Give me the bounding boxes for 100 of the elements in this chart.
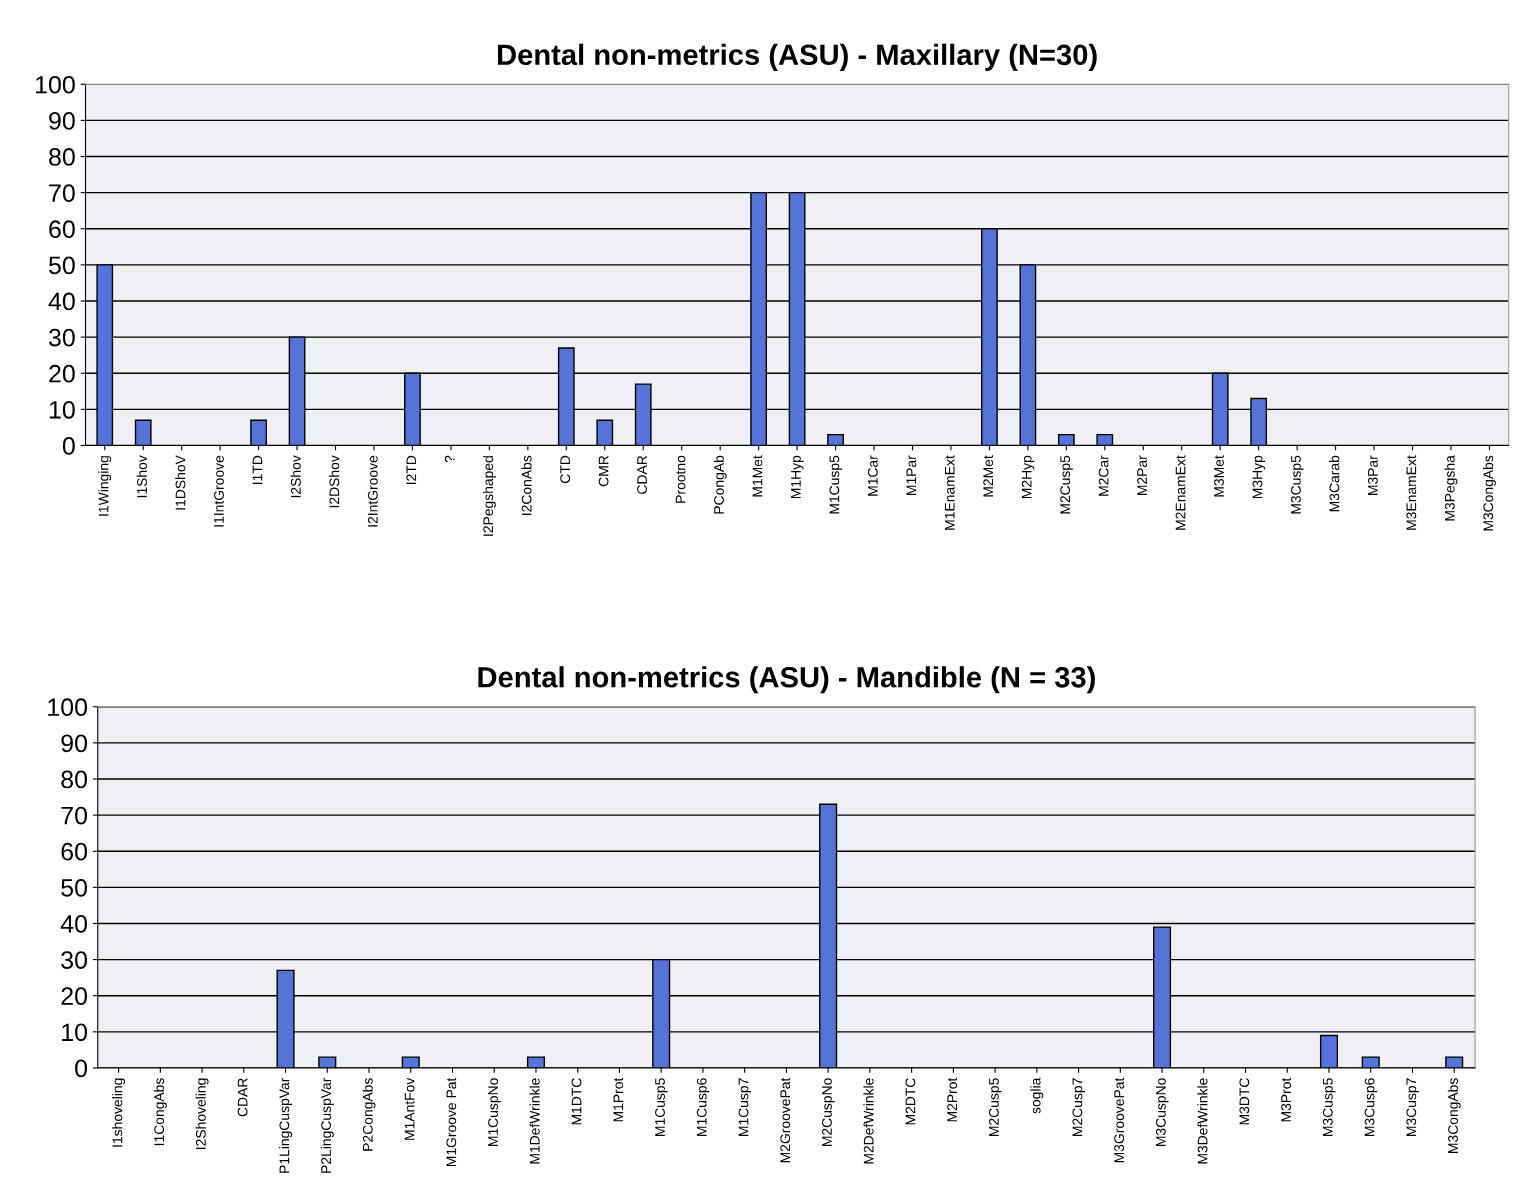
y-tick-label: 70	[49, 184, 75, 202]
x-tick-label: M3CuspNo	[1155, 1078, 1169, 1146]
x-tick-label: M3Hyp	[1252, 455, 1266, 499]
x-tick-label: M2EnamExt	[1175, 455, 1186, 530]
y-tick-label: 80	[49, 148, 75, 166]
x-tick-label: M1Met	[752, 455, 763, 497]
x-tick-label: M1Hyp	[791, 455, 804, 499]
x-tick-label: M1Cusp6	[696, 1078, 710, 1136]
y-tick-label: 10	[49, 400, 75, 419]
x-tick-label: M2DTC	[905, 1078, 916, 1125]
x-tick-label: I1DShoV	[175, 455, 186, 510]
y-tick-label: 30	[48, 328, 75, 347]
x-tick-label: M1Prot	[613, 1077, 624, 1122]
bar	[134, 419, 152, 446]
x-tick-label: M2DefWrinkle	[863, 1078, 874, 1164]
x-tick-label: P1LingCuspVar	[279, 1077, 293, 1173]
x-tick-label: I2Pegshaped	[482, 456, 496, 536]
x-tick-label: I2IntGroove	[367, 455, 378, 527]
x-tick-label: M2Cusp7	[1072, 1078, 1086, 1136]
x-tick-label: PCongAb	[713, 455, 727, 514]
chart-title: Dental non-metrics (ASU) - Mandible (N = 33)	[478, 666, 1095, 694]
x-tick-label: M3DTC	[1239, 1078, 1250, 1125]
x-tick-label: M1DefWrinkle	[529, 1078, 540, 1164]
x-tick-label: M2Prot	[947, 1077, 958, 1122]
x-tick-label: CDAR	[637, 455, 647, 494]
x-tick-label: I2DShov	[329, 455, 340, 508]
x-tick-label: P2CongAbs	[362, 1078, 376, 1151]
x-tick-label: M3GroovePat	[1114, 1077, 1125, 1163]
y-tick-label: 0	[62, 437, 75, 455]
bar	[1057, 433, 1075, 446]
x-tick-label: M1Cusp5	[829, 455, 843, 514]
bar	[1096, 433, 1114, 446]
x-tick-label: I1IntGroove	[214, 455, 224, 527]
y-tick-label: 70	[61, 806, 88, 825]
y-tick-label: 50	[48, 256, 75, 275]
bar	[827, 433, 844, 446]
y-tick-label: 80	[61, 770, 88, 789]
x-tick-label: CDAR	[237, 1078, 248, 1117]
y-tick-label: 60	[61, 842, 88, 861]
x-tick-label: M1CuspNo	[488, 1078, 501, 1146]
x-tick-label: ?	[444, 455, 455, 463]
x-tick-label: M3Par	[1367, 455, 1378, 495]
x-tick-label: M3CongAbs	[1482, 455, 1496, 531]
x-tick-label: M3Cusp5	[1291, 455, 1304, 514]
bar	[250, 419, 267, 446]
x-tick-label: M3Prot	[1281, 1077, 1291, 1122]
x-tick-label: M2Car	[1098, 455, 1109, 496]
x-tick-label: M1Par	[906, 455, 917, 495]
x-tick-label: M3Met	[1214, 455, 1224, 497]
y-tick-label: 20	[49, 364, 75, 383]
x-tick-label: M2Cusp5	[988, 1078, 1002, 1136]
y-tick-label: 10	[62, 1023, 88, 1042]
y-tick-label: 90	[61, 734, 88, 753]
x-tick-label: Prootno	[675, 455, 686, 503]
x-tick-label: I1Shov	[136, 455, 147, 498]
x-tick-label: M3CongAbs	[1447, 1078, 1461, 1153]
x-tick-label: M1Cusp7	[738, 1078, 752, 1136]
y-tick-label: 40	[60, 915, 88, 933]
x-tick-label: M2Hyp	[1021, 455, 1035, 499]
chart-title: Dental non-metrics (ASU) - Maxillary (N=30)	[498, 43, 1097, 71]
x-tick-label: M3DefWrinkle	[1197, 1078, 1208, 1164]
y-tick-label: 0	[75, 1059, 88, 1078]
x-tick-label: M3EnamExt	[1406, 455, 1417, 530]
x-tick-label: CTD	[560, 455, 571, 484]
x-tick-label: M3Carab	[1329, 455, 1340, 512]
x-tick-label: I2TD	[406, 455, 417, 485]
x-tick-label: I2Shoveling	[195, 1078, 209, 1149]
y-tick-label: 50	[61, 878, 88, 897]
bar	[596, 419, 614, 446]
x-tick-label: M3Pegsha	[1444, 455, 1458, 521]
x-tick-label: soglia	[1030, 1077, 1044, 1114]
y-tick-label: 60	[49, 220, 75, 239]
x-tick-label: M1AntFov	[404, 1077, 415, 1140]
x-tick-label: M3Cusp6	[1364, 1078, 1378, 1136]
x-tick-label: M2Met	[983, 455, 994, 497]
x-tick-label: M1Car	[867, 455, 878, 496]
x-tick-label: M2Par	[1137, 455, 1147, 495]
y-tick-label: 30	[61, 951, 88, 969]
y-tick-label: 90	[49, 112, 75, 130]
x-tick-label: M3Cusp7	[1406, 1078, 1419, 1136]
x-tick-label: M2Cusp5	[1060, 455, 1073, 514]
x-tick-label: I1Winging	[98, 456, 112, 516]
x-tick-label: M1DTC	[571, 1078, 582, 1125]
x-tick-label: I2Shov	[290, 455, 301, 498]
y-tick-label: 100	[35, 75, 75, 94]
y-tick-label: 100	[48, 698, 88, 717]
x-tick-label: M2CuspNo	[822, 1078, 835, 1146]
x-tick-label: I1shoveling	[112, 1078, 126, 1147]
x-tick-label: I2ConAbs	[521, 455, 532, 515]
x-tick-label: M1Groove Pat	[446, 1077, 457, 1167]
x-tick-label: I1TD	[252, 455, 263, 485]
x-tick-label: CMR	[598, 455, 609, 487]
x-tick-label: M1Cusp5	[655, 1078, 668, 1136]
x-tick-label: P2LingCuspVar	[320, 1077, 334, 1173]
y-tick-label: 20	[61, 987, 88, 1006]
x-tick-label: M3Cusp5	[1322, 1078, 1336, 1136]
x-tick-label: M1EnamExt	[944, 455, 955, 530]
y-tick-label: 40	[48, 292, 75, 311]
x-tick-label: M2GroovePat	[780, 1077, 791, 1163]
x-tick-label: I1CongAbs	[153, 1078, 167, 1146]
